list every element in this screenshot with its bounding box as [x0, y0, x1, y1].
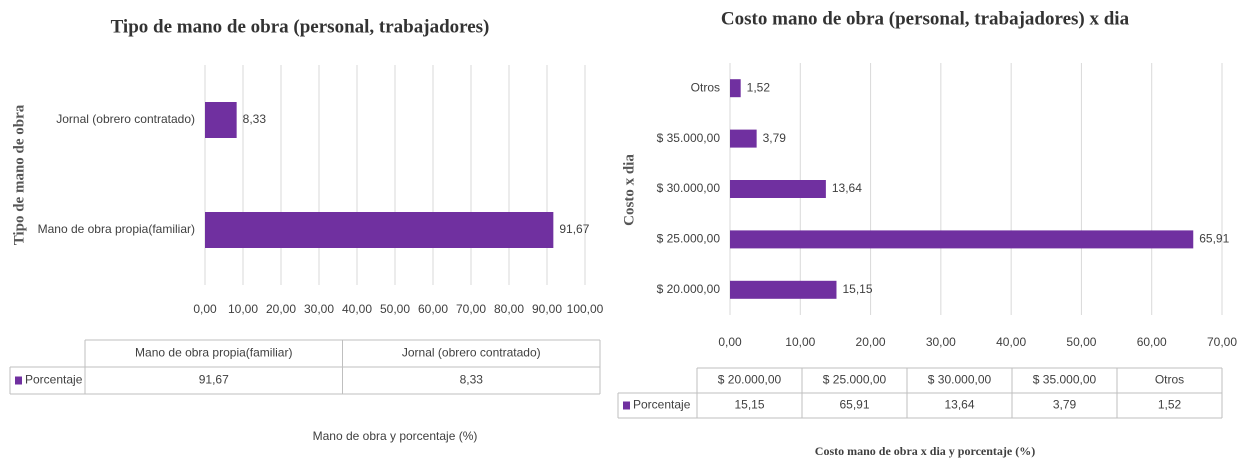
- table-value: 91,67: [199, 373, 229, 387]
- table-header: $ 35.000,00: [1033, 373, 1097, 387]
- data-label: 3,79: [763, 131, 787, 145]
- table-value: 1,52: [1158, 398, 1182, 412]
- x-tick-label: 30,00: [926, 335, 956, 349]
- x-tick-label: 0,00: [193, 302, 217, 316]
- x-tick-label: 10,00: [228, 302, 258, 316]
- table-value: 13,64: [944, 398, 974, 412]
- x-tick-label: 40,00: [996, 335, 1026, 349]
- y-tick-label: Otros: [691, 80, 720, 94]
- legend-label: Porcentaje: [25, 373, 83, 387]
- y-tick-label: $ 20.000,00: [657, 282, 721, 296]
- x-tick-label: 30,00: [304, 302, 334, 316]
- legend-swatch: [15, 376, 22, 385]
- chart-title: Tipo de mano de obra (personal, trabajad…: [111, 16, 490, 37]
- table-value: 3,79: [1053, 398, 1077, 412]
- x-tick-label: 20,00: [856, 335, 886, 349]
- y-tick-label: $ 30.000,00: [657, 181, 721, 195]
- table-header: $ 30.000,00: [928, 373, 992, 387]
- y-tick-label: Jornal (obrero contratado): [56, 112, 195, 126]
- table-header: Otros: [1155, 373, 1184, 387]
- y-axis-label: Tipo de mano de obra: [11, 104, 27, 245]
- table-header: $ 25.000,00: [823, 373, 887, 387]
- x-tick-label: 50,00: [1066, 335, 1096, 349]
- data-label: 8,33: [243, 112, 267, 126]
- bar: [730, 280, 837, 299]
- data-label: 15,15: [842, 282, 872, 296]
- x-tick-label: 80,00: [494, 302, 524, 316]
- y-tick-label: $ 35.000,00: [657, 131, 721, 145]
- data-label: 1,52: [747, 80, 771, 94]
- x-tick-label: 20,00: [266, 302, 296, 316]
- table-header: Jornal (obrero contratado): [402, 346, 541, 360]
- x-tick-label: 60,00: [1137, 335, 1167, 349]
- table-header: Mano de obra propia(familiar): [135, 346, 292, 360]
- x-tick-label: 70,00: [456, 302, 486, 316]
- x-tick-label: 60,00: [418, 302, 448, 316]
- x-tick-label: 10,00: [785, 335, 815, 349]
- x-tick-label: 0,00: [718, 335, 742, 349]
- x-axis-label: Costo mano de obra x dia y porcentaje (%…: [815, 444, 1035, 458]
- bar: [730, 129, 757, 148]
- table-header: $ 20.000,00: [718, 373, 782, 387]
- data-label: 91,67: [559, 222, 589, 236]
- data-label: 13,64: [832, 181, 862, 195]
- x-tick-label: 40,00: [342, 302, 372, 316]
- x-tick-label: 70,00: [1207, 335, 1237, 349]
- x-tick-label: 90,00: [532, 302, 562, 316]
- bar: [730, 180, 826, 198]
- x-tick-label: 100,00: [567, 302, 604, 316]
- legend-label: Porcentaje: [633, 398, 691, 412]
- table-value: 15,15: [734, 398, 764, 412]
- x-axis-label: Mano de obra y porcentaje (%): [313, 429, 478, 443]
- data-label: 65,91: [1199, 232, 1229, 246]
- bar: [730, 79, 741, 98]
- bar: [730, 230, 1194, 249]
- legend-swatch: [623, 401, 630, 410]
- bar: [205, 212, 554, 248]
- table-value: 65,91: [839, 398, 869, 412]
- y-tick-label: Mano de obra propia(familiar): [38, 222, 195, 236]
- bar: [205, 102, 237, 138]
- y-axis-label: Costo x dia: [621, 154, 637, 226]
- table-value: 8,33: [460, 373, 484, 387]
- chart-title: Costo mano de obra (personal, trabajador…: [721, 8, 1130, 29]
- x-tick-label: 50,00: [380, 302, 410, 316]
- y-tick-label: $ 25.000,00: [657, 232, 721, 246]
